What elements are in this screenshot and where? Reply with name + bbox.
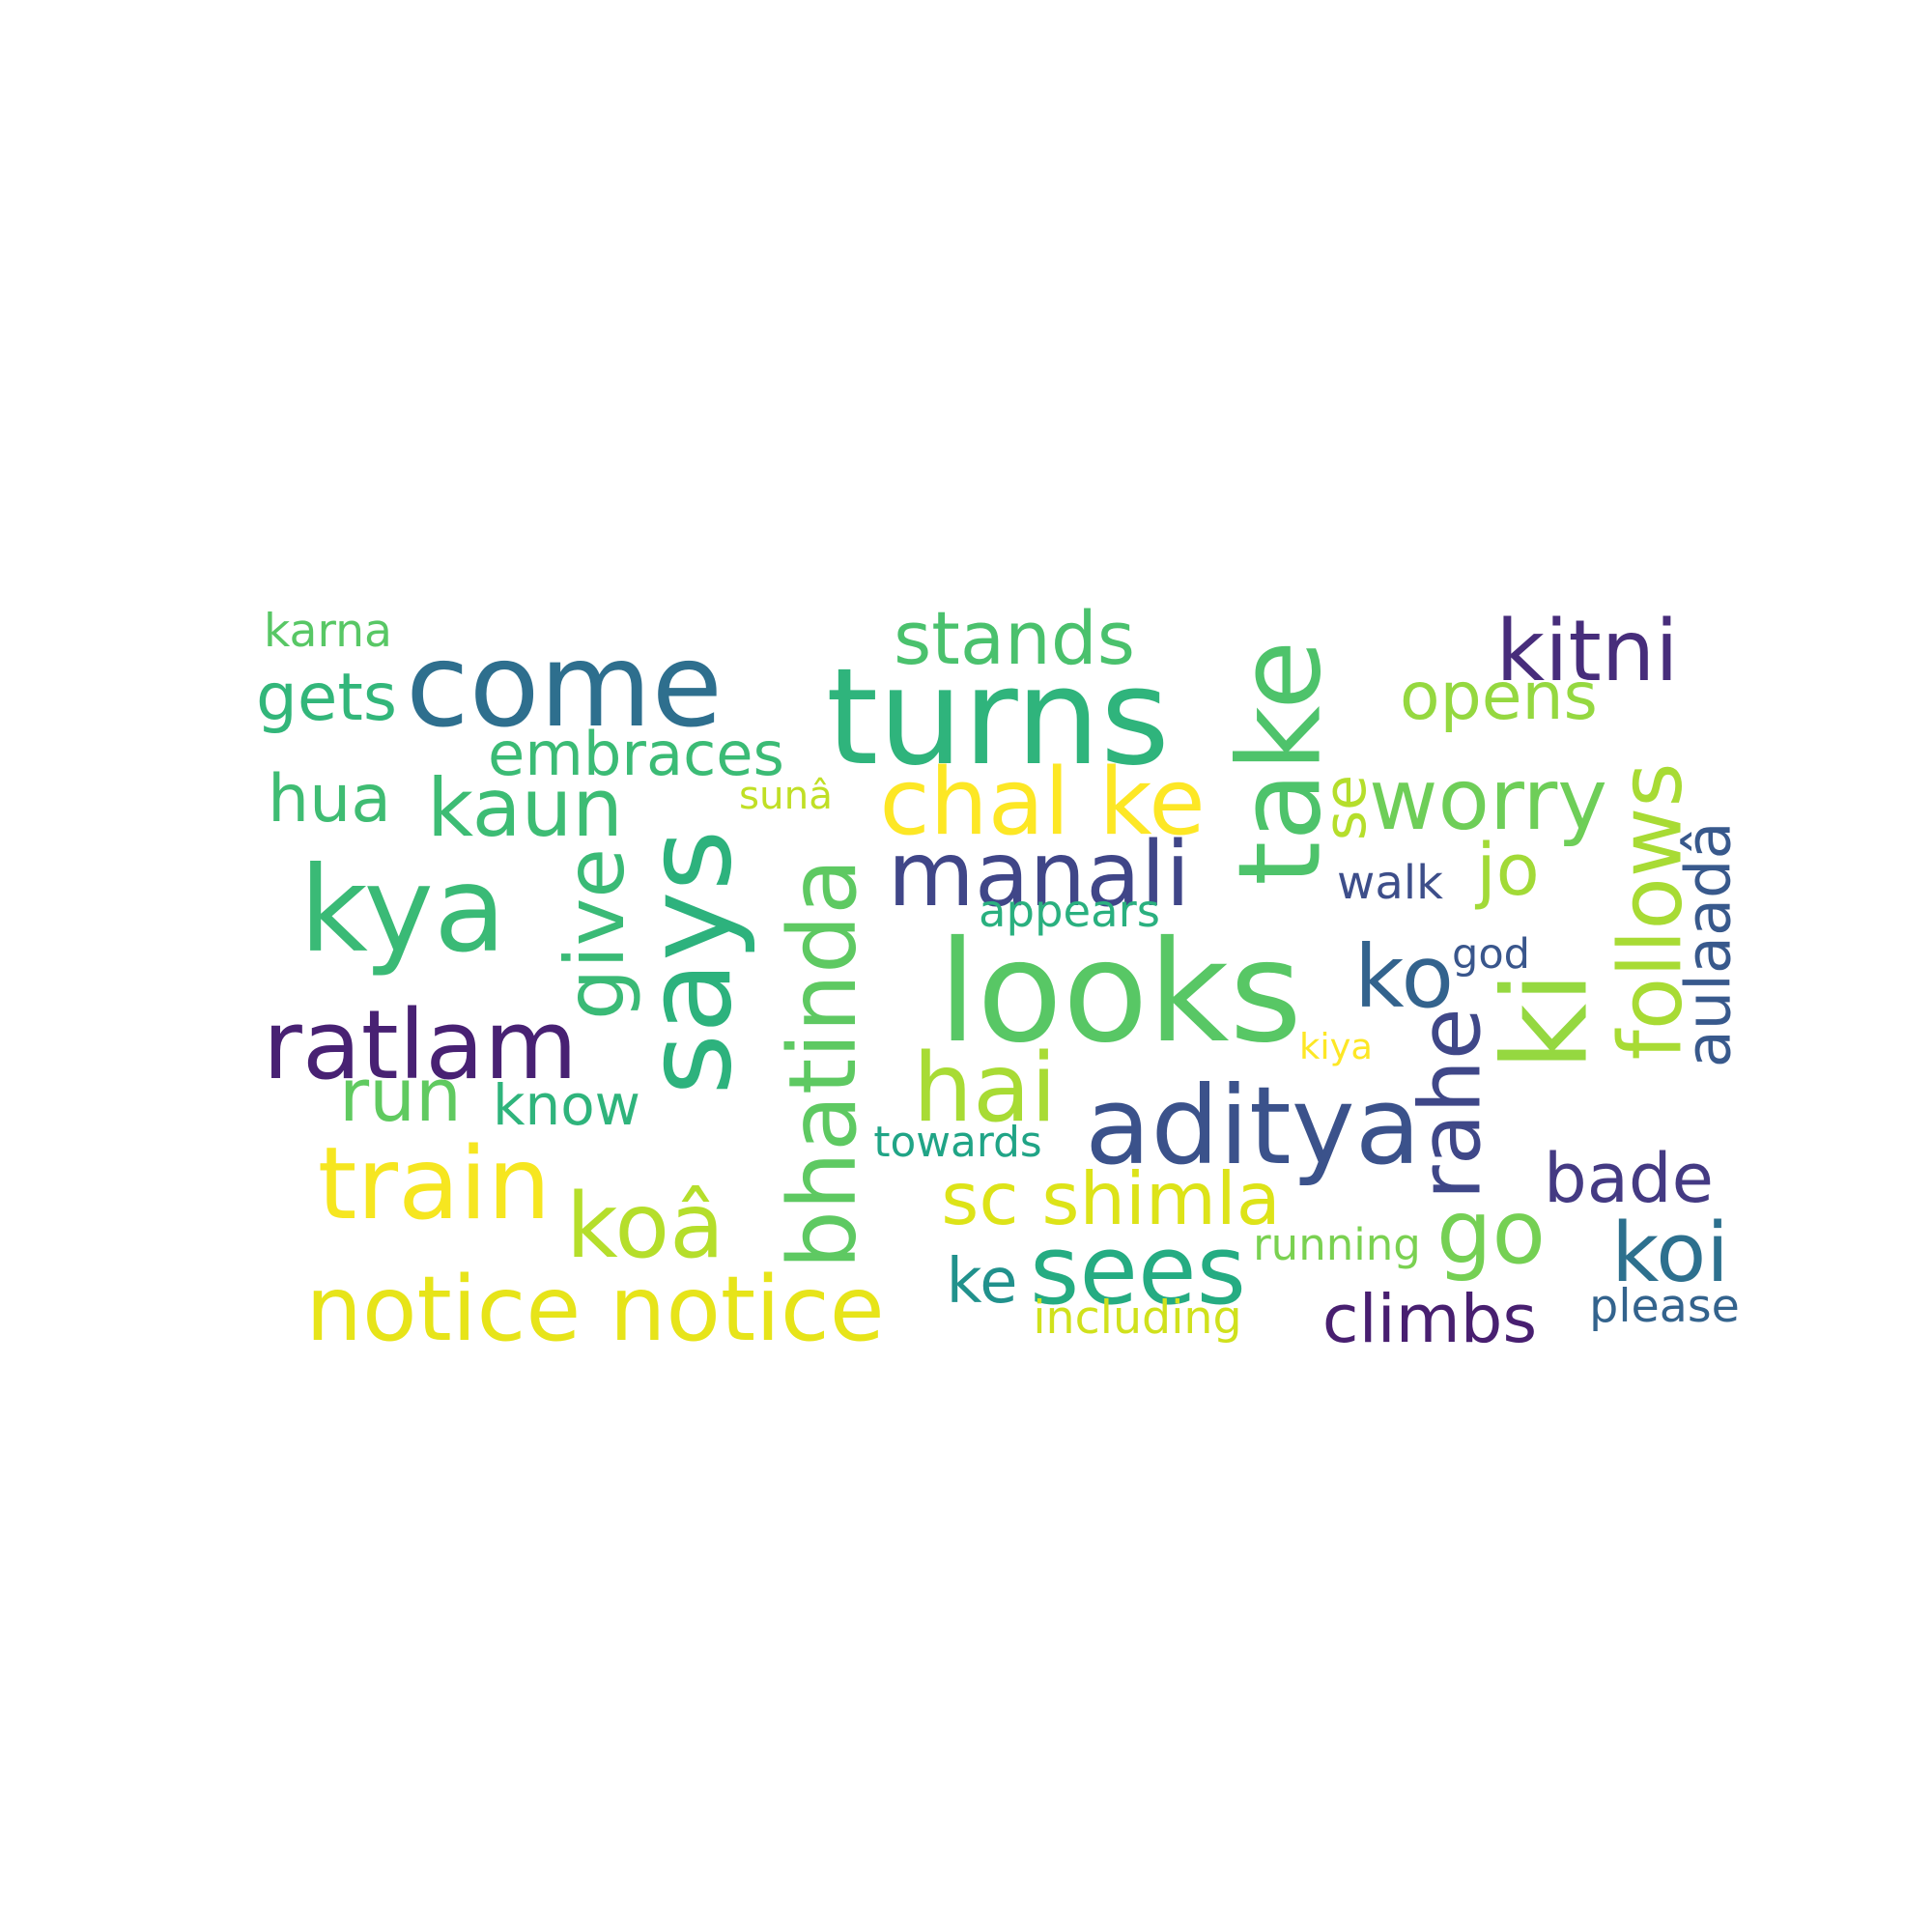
word: please [1589, 1280, 1740, 1334]
word: opens [1400, 658, 1598, 735]
word: stands [894, 596, 1135, 682]
word: kya [299, 840, 506, 980]
word: worry [1369, 750, 1607, 849]
word: sees [1030, 1216, 1246, 1327]
word: says [619, 829, 758, 1096]
word: rahe [1401, 1008, 1500, 1201]
word: appears [979, 885, 1160, 938]
word: kaun [427, 761, 623, 856]
word: walk [1337, 855, 1443, 910]
word: train [317, 1125, 552, 1242]
word: turns [826, 639, 1170, 796]
word: ko [1354, 927, 1454, 1029]
word: ke [946, 1245, 1018, 1318]
word: kitni [1495, 602, 1679, 701]
word: bhatinda [768, 858, 877, 1269]
word: chal ke [879, 749, 1206, 856]
word: ki [1479, 971, 1613, 1070]
word: jo [1476, 829, 1540, 912]
word: god [1452, 929, 1530, 979]
word: aulaadâ [1673, 821, 1746, 1068]
word: take [1213, 639, 1347, 887]
word: ratlam [263, 990, 578, 1102]
word: koâ [566, 1174, 724, 1279]
word: koi [1611, 1205, 1729, 1301]
word: notice notice [305, 1256, 885, 1361]
word: embraces [488, 719, 784, 790]
word: towards [873, 1117, 1042, 1167]
word: aditya [1085, 1064, 1421, 1189]
word: bade [1544, 1138, 1714, 1218]
word: including [1033, 1292, 1242, 1346]
word: sunâ [739, 773, 833, 819]
word: hai [913, 1033, 1057, 1144]
word: running [1253, 1218, 1421, 1270]
word: karna [264, 604, 392, 658]
word: manali [887, 821, 1191, 926]
word: run [339, 1053, 462, 1139]
word: gets [256, 658, 397, 735]
word: come [406, 619, 723, 754]
word: know [493, 1072, 640, 1139]
word: looks [938, 910, 1302, 1074]
word: go [1436, 1181, 1546, 1284]
word: kiya [1299, 1026, 1373, 1068]
word: climbs [1321, 1281, 1538, 1359]
word: hua [268, 761, 391, 838]
word: se [1312, 774, 1379, 840]
word: sc shimla [941, 1155, 1281, 1241]
